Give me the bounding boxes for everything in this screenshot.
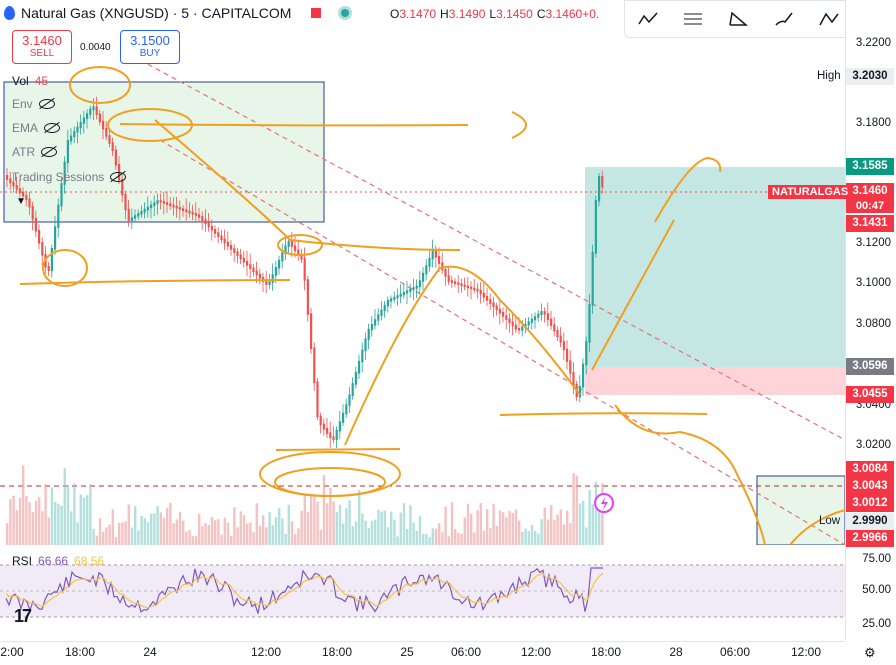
ohlc-low: 3.1450 — [496, 7, 533, 21]
x-tick: 12:00 — [520, 645, 552, 659]
x-tick: 06:00 — [450, 645, 482, 659]
x-tick: 12:00 — [250, 645, 282, 659]
hidden-eye-icon[interactable] — [38, 99, 55, 109]
y-tick: 3.1200 — [855, 237, 891, 249]
trend-tools-icon[interactable] — [636, 7, 660, 31]
ohlc-close: 3.1460 — [545, 7, 583, 21]
x-tick: 25 — [400, 645, 414, 659]
x-tick: 18:00 — [590, 645, 622, 659]
text-annotation-icon[interactable] — [817, 7, 841, 31]
ohlc-open: 3.1470 — [399, 7, 437, 21]
buy-label: BUY — [139, 48, 161, 59]
rsi-value-1: 66.66 — [38, 554, 69, 568]
stop-price-box: 3.0455 — [846, 386, 894, 403]
legend-sessions[interactable]: Trading Sessions — [12, 170, 127, 184]
level-box: 3.0043 — [846, 478, 894, 495]
y-tick: 3.2200 — [855, 37, 891, 49]
legend-env[interactable]: Env — [12, 97, 55, 111]
countdown-box: 00:47 — [846, 199, 894, 213]
symbol-tag: NATURALGAS — [768, 185, 853, 199]
hidden-eye-icon[interactable] — [110, 172, 127, 182]
symbol-title[interactable]: Natural Gas (XNGUSD) · 5 · CAPITALCOM — [4, 5, 350, 21]
hand-drawings — [19, 66, 845, 545]
sell-label: SELL — [29, 48, 55, 59]
price-chart[interactable] — [0, 0, 845, 545]
sell-price: 3.1460 — [22, 33, 62, 48]
high-label: High — [813, 69, 845, 83]
y-tick: 3.0800 — [855, 318, 891, 330]
x-tick: 12:00 — [790, 645, 822, 659]
rsi-label: RSI — [12, 554, 33, 568]
rsi-value-2: 68.56 — [74, 554, 105, 568]
target-zone — [585, 167, 845, 367]
legend-sessions-label: Trading Sessions — [12, 170, 105, 184]
x-tick: 24 — [143, 645, 157, 659]
buy-button[interactable]: 3.1500 BUY — [120, 30, 180, 64]
price-axis[interactable]: 3.2200 3.1800 3.1200 3.1000 3.0800 3.040… — [845, 0, 896, 640]
ohlc-readout: O3.1470 H3.1490 L3.1450 C3.1460+0. — [390, 7, 599, 21]
hidden-eye-icon[interactable] — [41, 147, 58, 157]
buy-price: 3.1500 — [130, 33, 170, 48]
symbol-title-text: Natural Gas (XNGUSD) · 5 · CAPITALCOM — [21, 5, 292, 21]
low-label: Low — [819, 515, 841, 527]
legend-ema[interactable]: EMA — [12, 121, 61, 135]
legend-atr[interactable]: ATR — [12, 145, 58, 159]
rsi-tick: 50.00 — [862, 584, 891, 596]
natural-gas-icon — [4, 6, 15, 20]
rsi-tick: 75.00 — [862, 553, 891, 565]
y-tick: 3.1800 — [855, 117, 891, 129]
x-tick: 18:00 — [321, 645, 353, 659]
rsi-pane[interactable] — [0, 548, 845, 634]
sell-button[interactable]: 3.1460 SELL — [12, 30, 72, 64]
ohlc-c-label: C — [536, 7, 546, 21]
x-tick: 28 — [669, 645, 683, 659]
settings-gear-icon[interactable]: ⚙ — [864, 645, 876, 660]
ohlc-high: 3.1490 — [448, 7, 486, 21]
time-axis[interactable]: 2:00 18:00 24 12:00 18:00 25 06:00 12:00… — [0, 641, 845, 665]
channel-lower-line — [159, 139, 845, 545]
ohlc-h-label: H — [440, 7, 449, 21]
channel-upper-line — [139, 59, 845, 441]
x-tick: 06:00 — [719, 645, 751, 659]
current-price-box: 3.1460 — [846, 183, 894, 199]
y-tick: 3.0200 — [855, 439, 891, 451]
level-box: 3.0012 — [846, 495, 894, 512]
legend-collapse-icon[interactable]: ▼ — [16, 196, 26, 207]
market-open-icon — [341, 9, 350, 17]
rsi-tick: 25.00 — [862, 618, 891, 630]
legend-vol[interactable]: Vol 45 — [12, 74, 48, 88]
patterns-icon[interactable] — [726, 7, 750, 31]
bid-price-box: 3.1431 — [846, 215, 894, 232]
low-price-box: 2.9990 — [846, 513, 894, 530]
level-box: 3.0084 — [846, 461, 894, 478]
volume-bars — [6, 465, 604, 545]
legend-atr-label: ATR — [12, 145, 36, 159]
ohlc-l-label: L — [489, 7, 497, 21]
ohlc-change: +0. — [582, 7, 600, 21]
x-tick: 18:00 — [64, 645, 96, 659]
vol-label: Vol — [12, 74, 29, 88]
y-tick: 3.1000 — [855, 277, 891, 289]
vol-value: 45 — [34, 74, 49, 88]
candlesticks — [6, 96, 604, 448]
x-tick: 2:00 — [0, 645, 24, 659]
level-box: 2.9966 — [846, 530, 894, 547]
legend-env-label: Env — [12, 97, 33, 111]
ohlc-o-label: O — [390, 7, 400, 21]
fib-icon[interactable] — [681, 7, 705, 31]
stop-zone — [585, 367, 845, 395]
high-price-box: 3.2030 — [846, 68, 894, 85]
bar-change-dot — [311, 8, 322, 18]
entry-price-box: 3.0596 — [846, 358, 894, 375]
rsi-legend[interactable]: RSI 66.66 68.56 — [12, 554, 104, 568]
brush-icon[interactable] — [772, 7, 796, 31]
target-price-box: 3.1585 — [846, 158, 894, 175]
tradingview-logo: 17 — [14, 606, 32, 626]
legend-ema-label: EMA — [12, 121, 39, 135]
hidden-eye-icon[interactable] — [44, 123, 61, 133]
spread-value: 0.0040 — [80, 42, 111, 53]
